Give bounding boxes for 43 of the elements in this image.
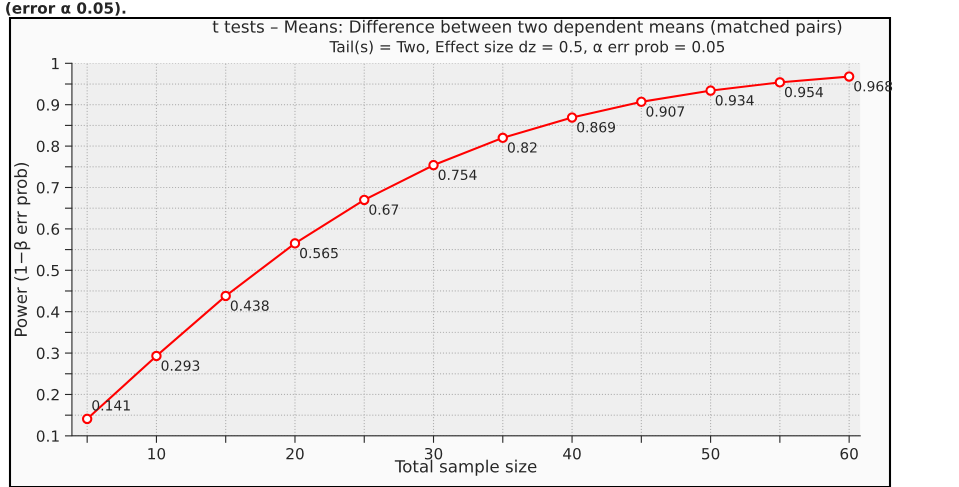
- x-tick-label: 30: [424, 448, 442, 460]
- y-tick-label: 0.4: [36, 306, 60, 318]
- x-tick-label: 40: [563, 448, 581, 460]
- data-label: 0.67: [369, 204, 398, 215]
- point: [636, 96, 647, 108]
- data-label: 0.82: [508, 142, 536, 153]
- y-tick-label: 0.2: [36, 388, 59, 400]
- data-label: 0.869: [577, 122, 616, 132]
- x-tick-label: 20: [286, 448, 304, 460]
- y-tick-label: 0.1: [36, 430, 59, 442]
- point: [566, 112, 578, 123]
- data-label: 0.754: [438, 170, 477, 180]
- point: [359, 194, 370, 206]
- y-axis-title: Power (1−β err prob): [14, 163, 30, 336]
- y-tick-label: 1: [52, 58, 59, 70]
- point: [82, 414, 92, 424]
- point: [844, 71, 854, 82]
- point: [774, 77, 786, 88]
- chart-title: t tests – Means: Difference between two dependent means (matched pairs): [212, 20, 842, 36]
- chart-subtitle: Tail(s) = Two, Effect size dz = 0.5, α err prob = 0.05: [329, 40, 724, 56]
- point: [498, 132, 508, 144]
- y-tick-label: 0.3: [36, 348, 59, 360]
- x-tick-label: 10: [148, 448, 166, 460]
- data-label: 0.954: [784, 86, 824, 98]
- point: [428, 160, 439, 170]
- point: [290, 238, 300, 249]
- data-label: 0.293: [162, 360, 200, 371]
- point: [220, 290, 231, 302]
- data-label: 0.907: [646, 106, 684, 117]
- x-tick-label: 60: [840, 448, 858, 460]
- text: (error α 0.05).: [6, 2, 126, 16]
- y-tick-label: 0.6: [36, 223, 60, 235]
- data-label: 0.438: [230, 300, 269, 311]
- x-tick-label: 50: [702, 448, 720, 460]
- point: [151, 350, 162, 362]
- data-label: 0.934: [716, 95, 754, 106]
- x-axis-title: Total sample size: [394, 460, 536, 476]
- y-tick-label: 0.9: [36, 99, 60, 111]
- y-tick-label: 0.7: [36, 182, 59, 194]
- data-label: 0.565: [300, 248, 338, 258]
- point: [705, 85, 716, 96]
- y-tick-label: 0.5: [36, 264, 59, 276]
- y-tick-label: 0.8: [36, 140, 60, 152]
